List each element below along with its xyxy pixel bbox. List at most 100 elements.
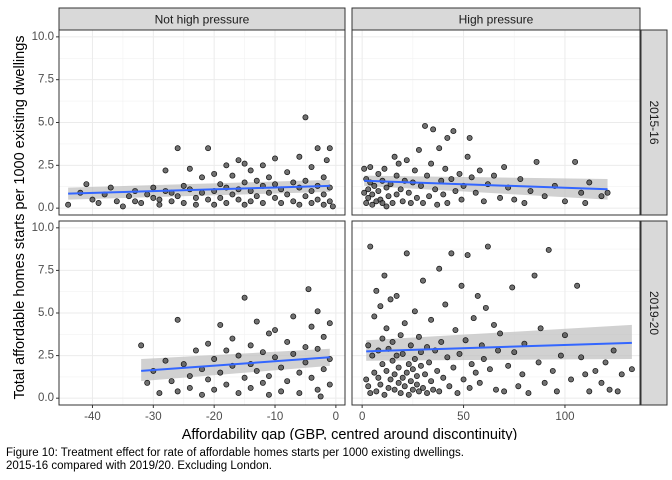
data-point xyxy=(162,167,169,174)
data-point xyxy=(302,114,309,121)
data-point xyxy=(393,172,400,179)
data-point xyxy=(379,200,386,206)
data-point xyxy=(302,359,309,366)
data-point xyxy=(326,320,333,327)
data-point xyxy=(371,369,378,376)
data-point xyxy=(284,169,291,176)
data-point xyxy=(602,359,609,366)
data-point xyxy=(495,347,501,354)
data-point xyxy=(217,321,224,328)
data-point xyxy=(515,383,522,390)
data-point xyxy=(247,198,254,205)
data-point xyxy=(308,200,315,206)
data-point xyxy=(278,364,285,371)
data-point xyxy=(272,327,278,333)
data-point xyxy=(138,200,145,206)
x-tick-label: 0 xyxy=(333,411,339,423)
data-point xyxy=(486,366,493,373)
data-point xyxy=(320,366,327,373)
column-strip-label: High pressure xyxy=(459,13,534,27)
data-point xyxy=(186,373,193,379)
data-point xyxy=(320,333,327,340)
data-point xyxy=(420,200,426,206)
data-point xyxy=(436,145,443,152)
data-point xyxy=(247,167,254,174)
data-point xyxy=(586,179,593,186)
data-point xyxy=(371,313,378,320)
data-point xyxy=(235,157,242,164)
facet-panel xyxy=(58,29,346,216)
data-point xyxy=(296,369,303,376)
data-point xyxy=(192,201,199,208)
data-point xyxy=(420,277,426,284)
data-point xyxy=(501,164,508,170)
y-tick-label: 7.5 xyxy=(38,74,54,86)
data-point xyxy=(598,193,605,200)
data-point xyxy=(430,126,437,133)
data-point xyxy=(205,340,212,347)
data-point xyxy=(395,160,402,167)
data-point xyxy=(377,381,384,388)
data-point xyxy=(89,196,96,203)
data-point xyxy=(308,188,315,194)
data-point xyxy=(572,158,579,165)
data-point xyxy=(314,145,321,152)
data-point xyxy=(180,200,187,206)
data-point xyxy=(317,393,324,400)
data-point xyxy=(574,282,581,289)
data-point xyxy=(531,272,538,279)
y-tick-label: 5.0 xyxy=(38,307,54,319)
data-point xyxy=(440,191,447,198)
data-point xyxy=(505,362,512,369)
y-tick-label: 2.5 xyxy=(38,350,54,362)
data-point xyxy=(192,194,199,201)
data-point xyxy=(387,376,394,383)
data-point xyxy=(405,361,412,368)
data-point xyxy=(549,367,556,374)
data-point xyxy=(211,386,218,393)
data-point xyxy=(272,354,278,361)
data-point xyxy=(482,304,489,311)
data-point xyxy=(403,250,410,257)
data-point xyxy=(326,145,333,152)
data-point xyxy=(430,386,437,393)
data-point xyxy=(259,162,266,169)
data-point xyxy=(491,172,497,179)
data-point xyxy=(223,347,230,354)
data-point xyxy=(391,371,398,378)
data-point xyxy=(387,296,394,303)
data-point xyxy=(527,188,534,194)
data-point xyxy=(470,315,477,322)
x-tick-label: 50 xyxy=(457,411,470,423)
data-point xyxy=(296,201,303,208)
data-point xyxy=(365,383,372,390)
row-strip xyxy=(640,29,668,216)
data-point xyxy=(247,385,254,391)
data-point xyxy=(511,196,518,203)
data-point xyxy=(241,160,248,167)
data-point xyxy=(223,381,230,388)
data-point xyxy=(411,356,418,362)
data-point xyxy=(265,174,272,181)
data-point xyxy=(65,201,72,208)
data-point xyxy=(458,282,465,289)
data-point xyxy=(393,352,400,359)
data-point xyxy=(458,196,465,203)
data-point xyxy=(407,200,414,206)
data-point xyxy=(367,164,374,170)
data-point xyxy=(497,330,504,337)
x-axis-title: Affordability gap (GBP, centred around d… xyxy=(182,427,518,440)
data-point xyxy=(405,391,412,398)
data-point xyxy=(259,379,266,386)
data-point xyxy=(474,293,481,299)
data-point xyxy=(389,357,396,364)
data-point xyxy=(329,203,336,210)
data-point xyxy=(211,170,218,177)
data-point xyxy=(545,247,552,253)
data-point xyxy=(397,186,404,193)
data-point xyxy=(186,385,193,391)
data-point xyxy=(399,198,406,205)
data-point xyxy=(156,390,163,397)
data-point xyxy=(397,390,404,397)
data-point xyxy=(480,198,487,205)
